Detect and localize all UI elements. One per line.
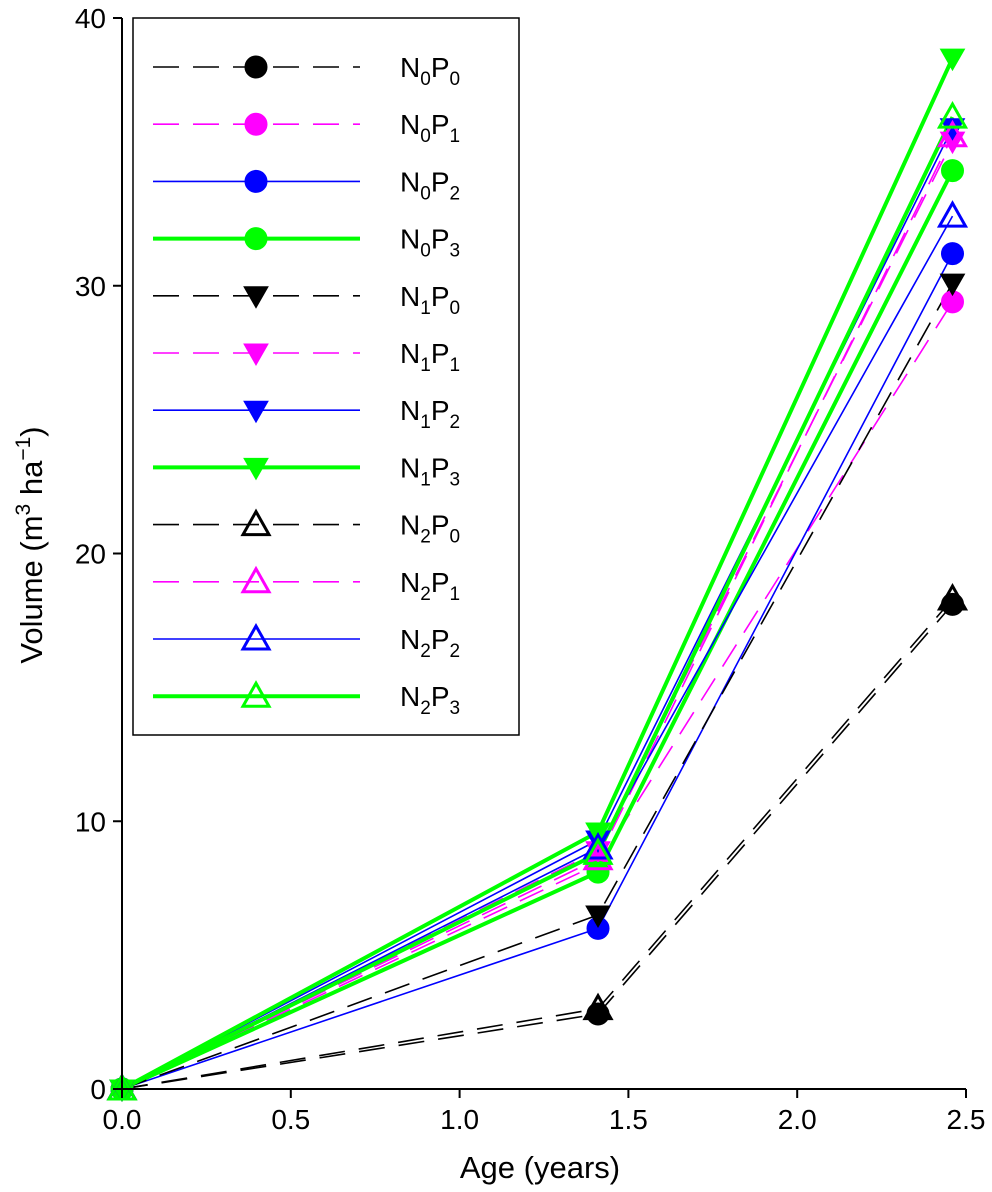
legend-swatch-marker	[240, 622, 272, 651]
legend-label: N0P1	[400, 109, 460, 147]
y-tick-label: 30	[75, 271, 106, 302]
legend-swatch-marker	[240, 680, 272, 708]
y-axis-title-sup-neg1: −1	[12, 437, 35, 461]
legend-swatch-marker	[243, 343, 269, 367]
data-point	[936, 200, 969, 228]
series-line	[121, 282, 954, 1090]
data-point	[106, 1072, 138, 1101]
data-point	[936, 582, 969, 611]
data-point	[940, 242, 964, 266]
legend-swatch-marker	[243, 286, 269, 309]
data-point	[939, 273, 966, 297]
data-point	[939, 48, 966, 72]
data-point	[936, 101, 969, 129]
data-point	[936, 119, 969, 148]
legend-label: N1P0	[400, 281, 460, 319]
legend-label: N0P0	[400, 52, 460, 90]
y-axis-title-sup-3: 3	[12, 504, 35, 516]
data-point	[582, 837, 614, 865]
y-tick-label: 0	[90, 1074, 106, 1105]
legend: N0P0 N0P1 N0P2 N0P3 N1P0 N1P1 N1P2 N1P3 N2P0 N2P1…	[132, 17, 520, 736]
data-point	[585, 905, 611, 928]
y-tick-label: 40	[75, 3, 106, 34]
x-tick-label: 2.0	[778, 1104, 817, 1135]
legend-label: N2P2	[400, 624, 460, 662]
x-tick-label: 1.5	[609, 1104, 648, 1135]
legend-box	[132, 17, 520, 736]
legend-label: N1P3	[400, 452, 460, 490]
legend-label: N2P1	[400, 567, 460, 605]
legend-items: N0P0 N0P1 N0P2 N0P3 N1P0 N1P1 N1P2 N1P3 N2P0 N2P1…	[153, 52, 460, 719]
legend-label: N2P0	[400, 510, 460, 548]
legend-label: N1P2	[400, 395, 460, 433]
y-axis-title-end: )	[14, 426, 49, 436]
plot-lines	[121, 57, 955, 1091]
legend-swatch-marker	[240, 508, 272, 537]
legend-swatch-marker	[244, 112, 268, 136]
y-tick-label: 10	[75, 806, 106, 837]
data-point	[940, 159, 964, 183]
x-tick-label: 0.5	[271, 1104, 310, 1135]
x-tick-label: 2.5	[947, 1104, 986, 1135]
y-tick-label: 20	[75, 539, 106, 570]
legend-label: N0P3	[400, 224, 460, 262]
legend-swatch-marker	[244, 169, 268, 193]
x-tick-label: 0.0	[103, 1104, 142, 1135]
legend-label: N0P2	[400, 166, 460, 204]
x-axis-title: Age (years)	[460, 1150, 620, 1185]
legend-swatch-marker	[244, 227, 268, 251]
ticks: 0.0 0.5 1.0 1.5 2.0 2.5 0 10 20 30 40	[75, 3, 986, 1135]
legend-swatch-marker	[244, 55, 268, 79]
legend-label: N1P1	[400, 338, 460, 376]
legend-swatch-marker	[240, 565, 272, 594]
x-tick-label: 1.0	[440, 1104, 479, 1135]
data-point	[582, 992, 614, 1021]
y-axis-title: Volume (m3 ha−1)	[12, 426, 49, 663]
legend-label: N2P3	[400, 681, 460, 719]
y-axis-title-main: Volume (m	[14, 515, 49, 663]
data-point	[939, 118, 966, 141]
legend-swatch-marker	[243, 457, 269, 481]
y-axis-title-mid: ha	[14, 460, 49, 504]
data-point	[582, 831, 614, 860]
legend-swatch-marker	[243, 400, 269, 424]
